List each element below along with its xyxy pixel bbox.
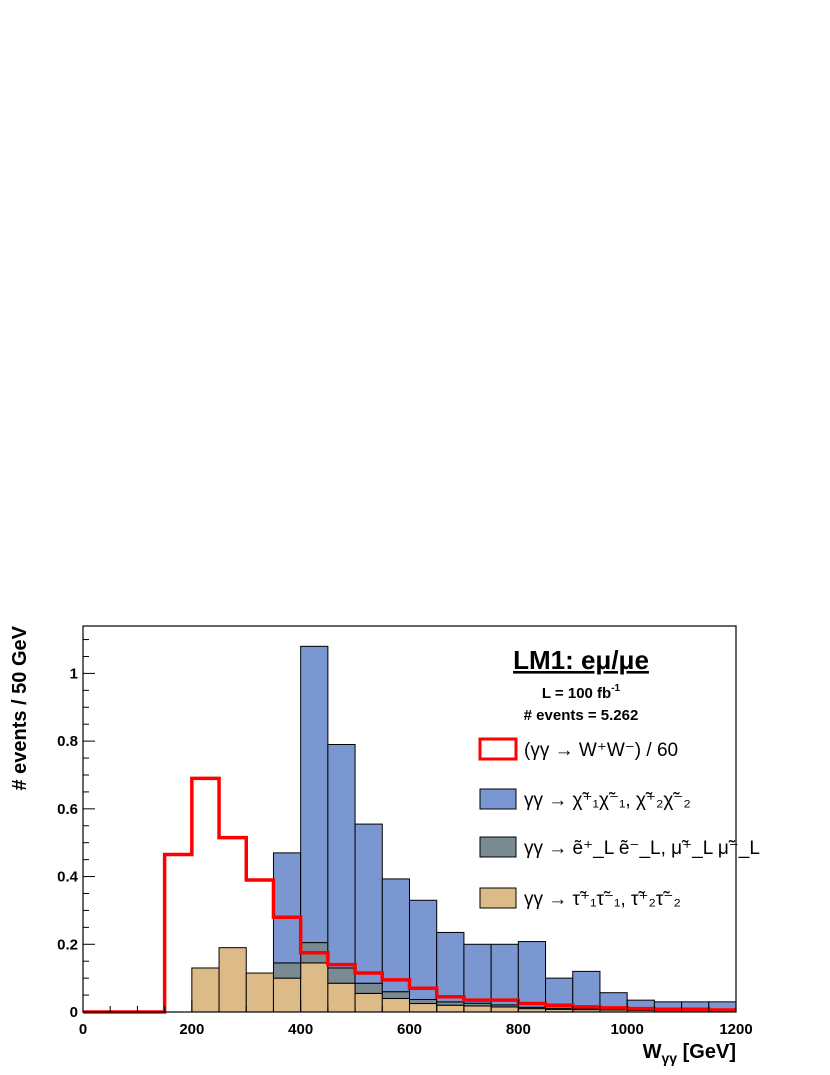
x-axis-label: Wγγ [GeV] [643, 1041, 736, 1066]
bar-series0-bin4 [191, 967, 220, 1013]
x-tick-label: 200 [179, 1021, 204, 1038]
y-tick-label: 0.6 [57, 801, 78, 818]
bar-series0-bin13 [436, 1004, 465, 1013]
legend-swatch-1 [479, 788, 517, 810]
legend-swatch-2 [479, 836, 517, 858]
bar-series0-bin8 [300, 962, 329, 1013]
bar-series2-bin9 [327, 744, 356, 969]
bar-series2-bin15 [490, 943, 519, 1006]
y-axis-label: # events / 50 GeV [9, 625, 31, 790]
bar-series0-bin7 [272, 977, 302, 1013]
legend-swatch-0 [478, 737, 518, 761]
y-axis-ticks: 0 0.2 0.4 0.6 0.8 1 [57, 639, 95, 1021]
bar-series0-bin9 [327, 982, 356, 1013]
y-tick-label: 0.2 [57, 936, 78, 953]
x-tick-label: 600 [397, 1021, 422, 1038]
legend-label-2: γγ → ẽ⁺_L ẽ⁻_L, μ̃⁺_L μ̃⁻_L [524, 838, 760, 859]
x-tick-label: 0 [79, 1021, 87, 1038]
bar-series1-bin12 [409, 998, 438, 1005]
x-tick-label: 1200 [719, 1021, 752, 1038]
bar-series2-bin8 [300, 645, 329, 944]
bar-series1-bin11 [381, 991, 410, 999]
legend: (γγ → W⁺W⁻) / 60 γγ → χ̃⁺₁χ̃⁻₁, χ̃⁺₂χ̃⁻₂ γ… [478, 737, 760, 910]
y-tick-label: 0.8 [57, 733, 78, 750]
bar-series2-bin16 [517, 941, 547, 1008]
bar-series1-bin10 [354, 982, 383, 994]
bar-series1-bin7 [272, 962, 302, 979]
y-tick-label: 0 [70, 1004, 78, 1021]
chart-title: LM1: eμ/μe [513, 645, 649, 675]
bar-series0-bin12 [409, 1003, 438, 1013]
bar-series2-bin7 [272, 852, 302, 964]
bar-series2-bin13 [436, 931, 465, 1003]
bar-series1-bin13 [436, 1001, 465, 1006]
overlay-line-ww [83, 776, 736, 1014]
x-axis-ticks: 0 200 400 600 800 1000 1200 [79, 1000, 753, 1038]
bar-series2-bin14 [463, 943, 492, 1004]
stacked-bars [191, 645, 737, 1013]
bar-series0-bin5 [218, 947, 247, 1013]
bar-series0-bin6 [245, 972, 274, 1013]
y-tick-label: 0.4 [57, 869, 79, 886]
bar-series0-bin11 [381, 997, 410, 1013]
legend-label-3: γγ → τ̃⁺₁τ̃⁻₁, τ̃⁺₂τ̃⁻₂ [524, 889, 681, 910]
legend-label-0: (γγ → W⁺W⁻) / 60 [524, 740, 678, 761]
bar-series2-bin18 [572, 970, 601, 1010]
x-tick-label: 1000 [610, 1021, 643, 1038]
luminosity-label: L = 100 fb-1 [542, 683, 621, 702]
legend-label-1: γγ → χ̃⁺₁χ̃⁻₁, χ̃⁺₂χ̃⁻₂ [524, 790, 691, 811]
bar-series0-bin15 [490, 1006, 519, 1013]
x-tick-label: 400 [288, 1021, 313, 1038]
bar-series2-bin11 [381, 878, 410, 993]
events-count-label: # events = 5.262 [524, 707, 639, 724]
x-tick-label: 800 [506, 1021, 531, 1038]
bar-series0-bin14 [463, 1005, 492, 1013]
bar-series2-bin12 [409, 899, 438, 1000]
bar-series2-bin10 [354, 823, 383, 984]
bar-series1-bin9 [327, 967, 356, 984]
legend-swatch-3 [479, 887, 517, 909]
bar-series0-bin10 [354, 992, 383, 1013]
y-tick-label: 1 [70, 665, 78, 682]
